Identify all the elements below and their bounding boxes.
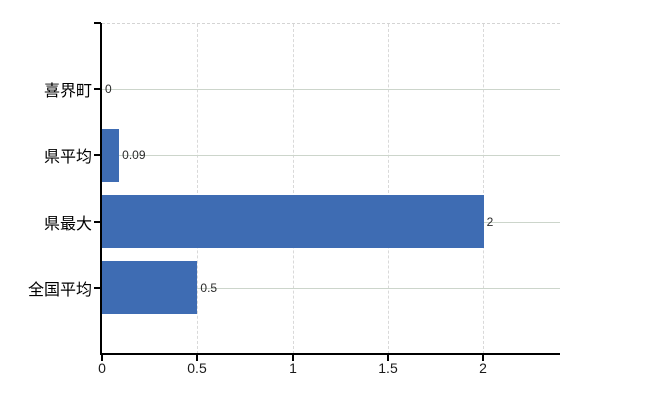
- x-axis-line: [100, 353, 560, 355]
- y-axis-top-tick: [94, 22, 101, 24]
- bar-value-label: 0: [105, 82, 112, 97]
- x-tick: [101, 355, 103, 361]
- h-gridline: [102, 288, 560, 289]
- category-label: 県平均: [43, 149, 92, 167]
- bar-value-label: 0.09: [122, 148, 146, 163]
- x-tick: [292, 355, 294, 361]
- x-tick-label: 2: [479, 360, 487, 376]
- bar: [102, 261, 197, 314]
- bar: [102, 195, 484, 248]
- v-gridline: [292, 24, 294, 354]
- bar-value-label: 0.5: [200, 280, 218, 295]
- v-gridline: [197, 24, 199, 354]
- category-label: 県最大: [43, 215, 92, 233]
- h-gridline: [102, 89, 560, 90]
- x-tick-label: 1: [289, 360, 297, 376]
- y-tick: [94, 221, 101, 223]
- y-axis-line: [100, 23, 102, 355]
- x-tick: [387, 355, 389, 361]
- category-label: 全国平均: [27, 281, 92, 299]
- plot-top-border: [102, 23, 560, 24]
- x-tick-label: 0: [98, 360, 106, 376]
- v-gridline: [387, 24, 389, 354]
- bar: [102, 129, 119, 182]
- y-tick: [94, 287, 101, 289]
- x-tick-label: 1.5: [378, 360, 398, 376]
- y-tick: [94, 88, 101, 90]
- x-tick: [482, 355, 484, 361]
- x-tick: [196, 355, 198, 361]
- y-tick: [94, 154, 101, 156]
- v-gridline: [483, 24, 485, 354]
- category-label: 喜界町: [43, 83, 92, 101]
- bar-value-label: 2: [486, 214, 494, 229]
- x-tick-label: 0.5: [187, 360, 207, 376]
- h-gridline: [102, 155, 560, 156]
